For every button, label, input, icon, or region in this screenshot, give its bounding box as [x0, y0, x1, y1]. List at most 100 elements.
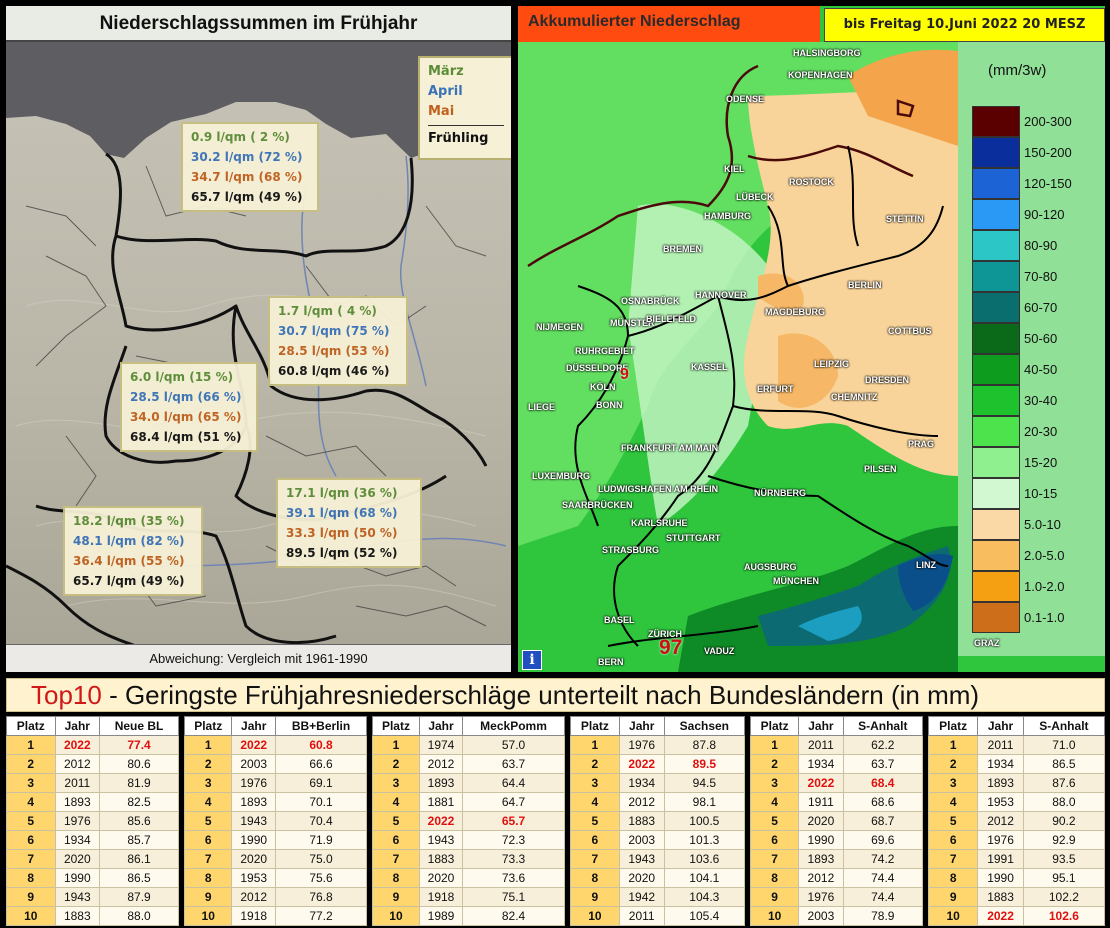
- scale-swatch: [972, 137, 1020, 168]
- city-label: MÜNSTER: [610, 318, 655, 328]
- cell-year: 2012: [618, 792, 665, 812]
- cell-value: 104.3: [663, 887, 746, 907]
- cell-year: 1942: [618, 887, 665, 907]
- info-icon[interactable]: i: [522, 650, 542, 670]
- cell-rank: 4: [183, 792, 233, 812]
- city-label: ZÜRICH: [648, 629, 682, 639]
- table-row: 5 2012 90.2: [927, 811, 1106, 831]
- valid-date-label: bis Freitag 10.Juni 2022 20 MESZ: [824, 8, 1105, 42]
- cell-value: 92.9: [1022, 830, 1106, 850]
- table-row: 4 1911 68.6: [749, 792, 924, 812]
- cell-rank: 5: [183, 811, 233, 831]
- city-label: DÜSSELDORF: [566, 363, 629, 373]
- city-label: LEIPZIG: [814, 359, 850, 369]
- cell-year: 1976: [618, 735, 665, 755]
- cell-year: 1934: [977, 754, 1024, 774]
- cell-year: 1918: [418, 887, 464, 907]
- scale-label: 30-40: [1024, 393, 1058, 408]
- cell-value: 60.8: [275, 735, 367, 755]
- cell-year: 1934: [618, 773, 665, 793]
- region-box-southeast: 17.1 l/qm (36 %) 39.1 l/qm (68 %) 33.3 l…: [276, 478, 422, 568]
- cell-value: 98.1: [663, 792, 746, 812]
- city-label: KOPENHAGEN: [788, 70, 853, 80]
- legend-april: April: [428, 84, 463, 99]
- cell-rank: 8: [570, 868, 620, 888]
- region-box-north: 0.9 l/qm ( 2 %) 30.2 l/qm (72 %) 34.7 l/…: [181, 122, 319, 212]
- table-row: 2 1934 86.5: [927, 754, 1106, 774]
- table-row: 1 2022 60.8: [183, 735, 367, 755]
- city-label: COTTBUS: [888, 326, 932, 336]
- cell-rank: 10: [749, 906, 800, 926]
- cell-value: 64.4: [462, 773, 565, 793]
- table-row: 4 1881 64.7: [372, 792, 565, 812]
- cell-value: 90.2: [1022, 811, 1106, 831]
- header-rank: Platz: [183, 716, 233, 736]
- header-region: S-Anhalt: [842, 716, 924, 736]
- scale-row: 5.0-10: [972, 509, 1102, 540]
- city-label: LUDWIGSHAFEN AM RHEIN: [598, 484, 719, 494]
- cell-value: 87.9: [99, 887, 179, 907]
- cell-year: 1883: [54, 906, 101, 926]
- legend-mai: Mai: [428, 104, 455, 119]
- cell-value: 86.1: [99, 849, 179, 869]
- city-label: HANNOVER: [695, 290, 747, 300]
- box-maerz: 0.9 l/qm ( 2 %): [191, 130, 290, 144]
- table-row: 8 2012 74.4: [749, 868, 924, 888]
- cell-value: 85.6: [99, 811, 179, 831]
- cell-rank: 7: [6, 849, 56, 869]
- city-label: GRAZ: [974, 638, 1000, 648]
- city-label: BERLIN: [848, 280, 882, 290]
- table-row: 5 1883 100.5: [570, 811, 746, 831]
- top10-table: Platz Jahr S-Anhalt 1 2011 71.0 2 1934 86.5 3 1893…: [927, 716, 1106, 926]
- cell-year: 1883: [618, 811, 665, 831]
- cell-year: 2012: [54, 754, 101, 774]
- scale-row: 15-20: [972, 447, 1102, 478]
- table-row: 9 2012 76.8: [183, 887, 367, 907]
- box-fruehling: 68.4 l/qm (51 %): [130, 430, 242, 444]
- cell-year: 1883: [977, 887, 1024, 907]
- scale-swatch: [972, 509, 1020, 540]
- scale-row: 2.0-5.0: [972, 540, 1102, 571]
- box-maerz: 18.2 l/qm (35 %): [73, 514, 185, 528]
- header-year: Jahr: [54, 716, 101, 736]
- cell-rank: 1: [749, 735, 800, 755]
- cell-value: 95.1: [1022, 868, 1106, 888]
- cell-year: 1990: [798, 830, 844, 850]
- cell-year: 1934: [798, 754, 844, 774]
- cell-value: 70.1: [275, 792, 367, 812]
- right-map-title: Akkumulierter Niederschlag: [518, 6, 820, 42]
- cell-year: 2022: [54, 735, 101, 755]
- cell-year: 1976: [798, 887, 844, 907]
- header-rank: Platz: [749, 716, 800, 736]
- cell-rank: 1: [927, 735, 979, 755]
- scale-row: 50-60: [972, 323, 1102, 354]
- box-fruehling: 89.5 l/qm (52 %): [286, 546, 398, 560]
- cell-value: 100.5: [663, 811, 746, 831]
- cell-rank: 1: [372, 735, 420, 755]
- header-region: S-Anhalt: [1022, 716, 1106, 736]
- scale-label: 50-60: [1024, 331, 1058, 346]
- scale-label: 70-80: [1024, 269, 1058, 284]
- table-row: 3 2022 68.4: [749, 773, 924, 793]
- cell-year: 2020: [54, 849, 101, 869]
- table-row: 9 1976 74.4: [749, 887, 924, 907]
- cell-value: 70.4: [275, 811, 367, 831]
- cell-value: 82.5: [99, 792, 179, 812]
- scale-swatch: [972, 478, 1020, 509]
- cell-value: 75.0: [275, 849, 367, 869]
- cell-value: 66.6: [275, 754, 367, 774]
- table-row: 5 1943 70.4: [183, 811, 367, 831]
- cell-year: 2020: [798, 811, 844, 831]
- cell-year: 1943: [54, 887, 101, 907]
- city-label: RUHRGEBIET: [575, 346, 635, 356]
- table-row: 9 1918 75.1: [372, 887, 565, 907]
- cell-value: 101.3: [663, 830, 746, 850]
- cell-rank: 2: [749, 754, 800, 774]
- table-row: 1 2011 62.2: [749, 735, 924, 755]
- city-label: AUGSBURG: [744, 562, 797, 572]
- city-label: PILSEN: [864, 464, 897, 474]
- cell-year: 2022: [231, 735, 276, 755]
- scale-label: 15-20: [1024, 455, 1058, 470]
- cell-year: 2003: [618, 830, 665, 850]
- table-row: 10 2003 78.9: [749, 906, 924, 926]
